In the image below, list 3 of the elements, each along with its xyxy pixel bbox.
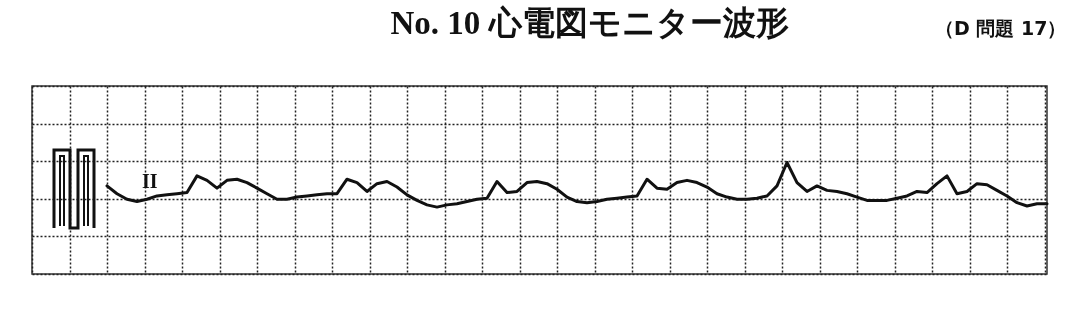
chart-title: No. 10 心電図モニター波形	[390, 5, 789, 41]
text: （D 問題 17）	[935, 16, 1067, 41]
annotation: II	[142, 170, 158, 193]
